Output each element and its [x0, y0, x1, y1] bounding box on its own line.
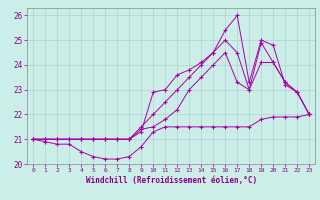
X-axis label: Windchill (Refroidissement éolien,°C): Windchill (Refroidissement éolien,°C) — [86, 176, 257, 185]
